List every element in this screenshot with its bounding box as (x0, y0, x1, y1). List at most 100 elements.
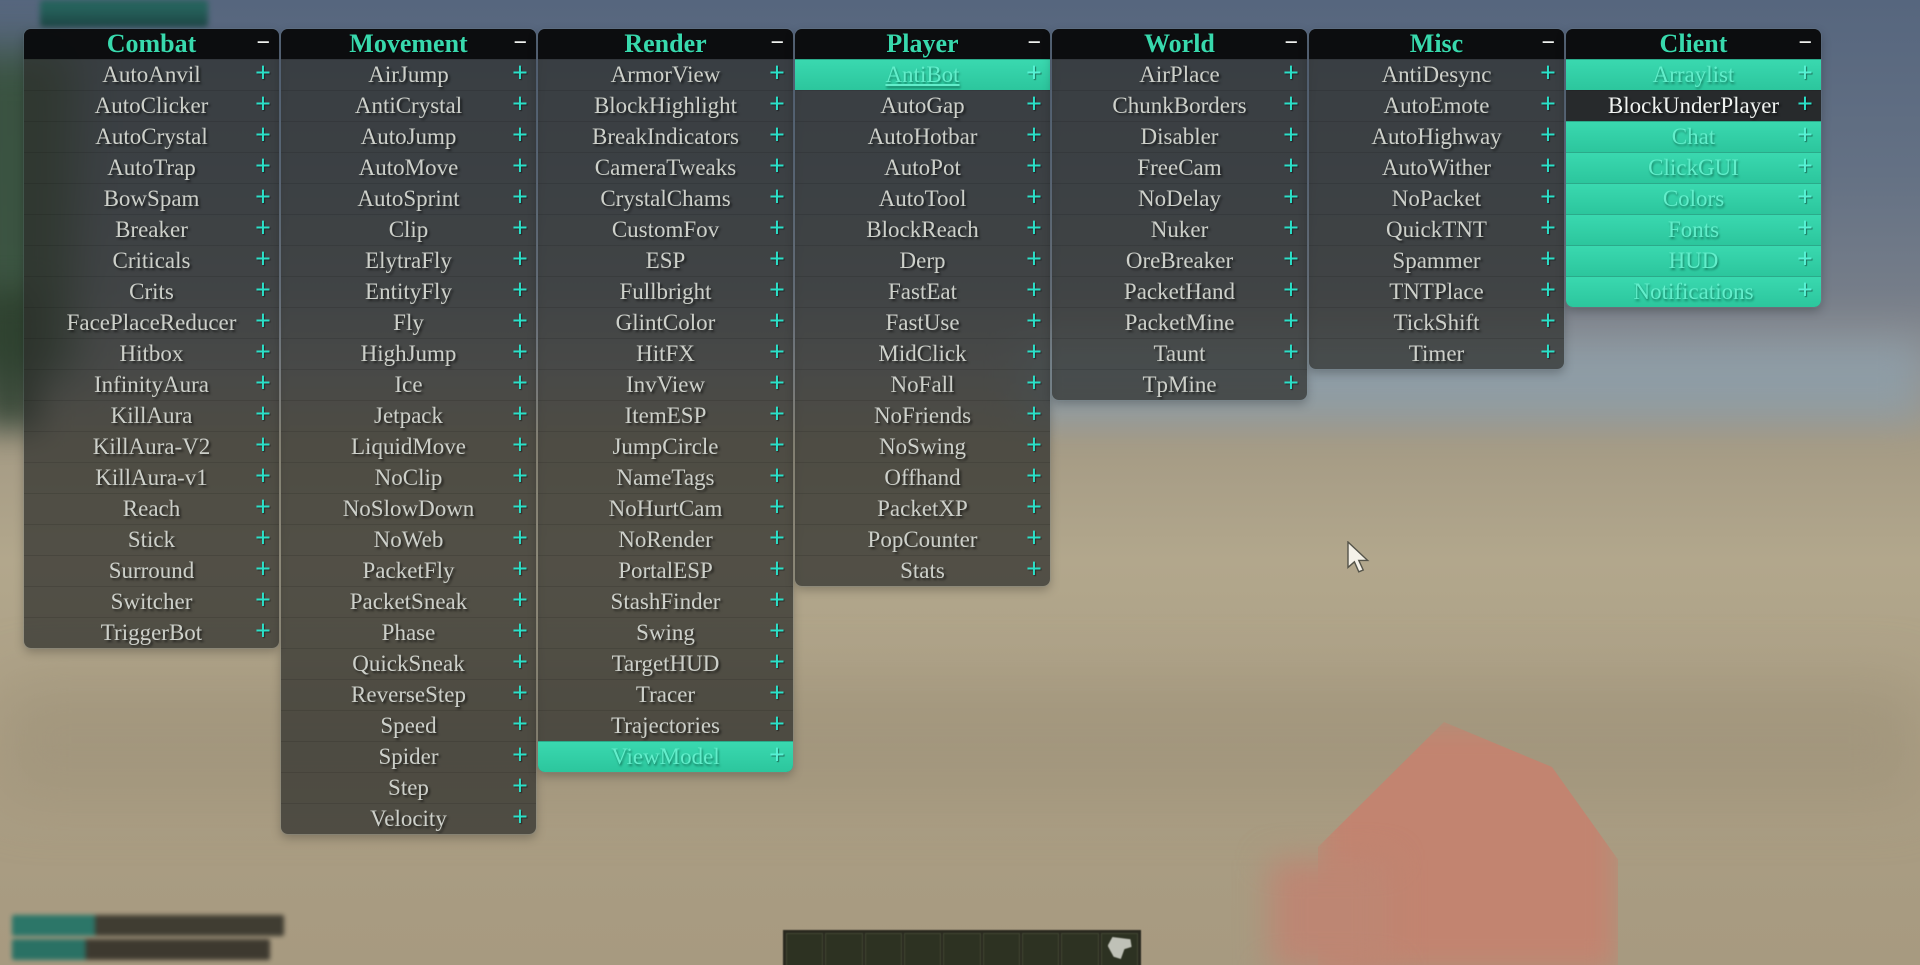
expand-plus-icon[interactable]: + (1026, 306, 1042, 337)
module-row-packetsneak[interactable]: PacketSneak + (281, 586, 536, 617)
expand-plus-icon[interactable]: + (255, 120, 271, 151)
expand-plus-icon[interactable]: + (255, 337, 271, 368)
expand-plus-icon[interactable]: + (255, 151, 271, 182)
expand-plus-icon[interactable]: + (769, 585, 785, 616)
module-row-quicktnt[interactable]: QuickTNT + (1309, 214, 1564, 245)
expand-plus-icon[interactable]: + (1283, 120, 1299, 151)
expand-plus-icon[interactable]: + (769, 213, 785, 244)
collapse-minus-icon[interactable]: − (256, 30, 270, 56)
module-row-crits[interactable]: Crits + (24, 276, 279, 307)
module-row-quicksneak[interactable]: QuickSneak + (281, 648, 536, 679)
module-row-autowither[interactable]: AutoWither + (1309, 152, 1564, 183)
module-row-entityfly[interactable]: EntityFly + (281, 276, 536, 307)
expand-plus-icon[interactable]: + (1540, 306, 1556, 337)
expand-plus-icon[interactable]: + (1026, 213, 1042, 244)
expand-plus-icon[interactable]: + (1026, 492, 1042, 523)
module-row-airplace[interactable]: AirPlace + (1052, 59, 1307, 90)
module-row-fastuse[interactable]: FastUse + (795, 307, 1050, 338)
module-row-reversestep[interactable]: ReverseStep + (281, 679, 536, 710)
expand-plus-icon[interactable]: + (1540, 337, 1556, 368)
expand-plus-icon[interactable]: + (1540, 58, 1556, 89)
module-row-blockhighlight[interactable]: BlockHighlight + (538, 90, 793, 121)
module-row-packetfly[interactable]: PacketFly + (281, 555, 536, 586)
expand-plus-icon[interactable]: + (769, 399, 785, 430)
module-row-autopot[interactable]: AutoPot + (795, 152, 1050, 183)
expand-plus-icon[interactable]: + (512, 399, 528, 430)
expand-plus-icon[interactable]: + (1283, 213, 1299, 244)
expand-plus-icon[interactable]: + (769, 275, 785, 306)
expand-plus-icon[interactable]: + (512, 120, 528, 151)
expand-plus-icon[interactable]: + (512, 740, 528, 771)
module-row-swing[interactable]: Swing + (538, 617, 793, 648)
module-row-faceplacereducer[interactable]: FacePlaceReducer + (24, 307, 279, 338)
module-row-switcher[interactable]: Switcher + (24, 586, 279, 617)
expand-plus-icon[interactable]: + (1797, 275, 1813, 306)
expand-plus-icon[interactable]: + (1283, 337, 1299, 368)
module-row-timer[interactable]: Timer + (1309, 338, 1564, 369)
module-row-elytrafly[interactable]: ElytraFly + (281, 245, 536, 276)
module-row-breaker[interactable]: Breaker + (24, 214, 279, 245)
expand-plus-icon[interactable]: + (1797, 182, 1813, 213)
module-row-highjump[interactable]: HighJump + (281, 338, 536, 369)
expand-plus-icon[interactable]: + (1540, 120, 1556, 151)
expand-plus-icon[interactable]: + (512, 275, 528, 306)
expand-plus-icon[interactable]: + (512, 430, 528, 461)
expand-plus-icon[interactable]: + (769, 678, 785, 709)
panel-header-misc[interactable]: Misc − (1309, 29, 1564, 59)
expand-plus-icon[interactable]: + (255, 461, 271, 492)
module-row-fullbright[interactable]: Fullbright + (538, 276, 793, 307)
expand-plus-icon[interactable]: + (1026, 89, 1042, 120)
expand-plus-icon[interactable]: + (255, 244, 271, 275)
expand-plus-icon[interactable]: + (255, 89, 271, 120)
expand-plus-icon[interactable]: + (1283, 89, 1299, 120)
expand-plus-icon[interactable]: + (769, 368, 785, 399)
expand-plus-icon[interactable]: + (1540, 213, 1556, 244)
expand-plus-icon[interactable]: + (512, 647, 528, 678)
module-row-killaura-v2[interactable]: KillAura-V2 + (24, 431, 279, 462)
module-row-killaura-v1[interactable]: KillAura-v1 + (24, 462, 279, 493)
module-row-antidesync[interactable]: AntiDesync + (1309, 59, 1564, 90)
module-row-clickgui[interactable]: ClickGUI + (1566, 152, 1821, 183)
module-row-autosprint[interactable]: AutoSprint + (281, 183, 536, 214)
expand-plus-icon[interactable]: + (769, 306, 785, 337)
expand-plus-icon[interactable]: + (255, 58, 271, 89)
collapse-minus-icon[interactable]: − (513, 30, 527, 56)
module-row-stick[interactable]: Stick + (24, 524, 279, 555)
module-row-nuker[interactable]: Nuker + (1052, 214, 1307, 245)
expand-plus-icon[interactable]: + (769, 492, 785, 523)
expand-plus-icon[interactable]: + (1026, 275, 1042, 306)
panel-header-movement[interactable]: Movement − (281, 29, 536, 59)
expand-plus-icon[interactable]: + (512, 802, 528, 833)
module-row-freecam[interactable]: FreeCam + (1052, 152, 1307, 183)
expand-plus-icon[interactable]: + (1026, 523, 1042, 554)
expand-plus-icon[interactable]: + (769, 58, 785, 89)
module-row-cameratweaks[interactable]: CameraTweaks + (538, 152, 793, 183)
expand-plus-icon[interactable]: + (512, 89, 528, 120)
module-row-spider[interactable]: Spider + (281, 741, 536, 772)
module-row-airjump[interactable]: AirJump + (281, 59, 536, 90)
expand-plus-icon[interactable]: + (1283, 244, 1299, 275)
module-row-noswing[interactable]: NoSwing + (795, 431, 1050, 462)
module-row-packetmine[interactable]: PacketMine + (1052, 307, 1307, 338)
module-row-noslowdown[interactable]: NoSlowDown + (281, 493, 536, 524)
expand-plus-icon[interactable]: + (769, 647, 785, 678)
collapse-minus-icon[interactable]: − (1798, 30, 1812, 56)
expand-plus-icon[interactable]: + (1797, 58, 1813, 89)
module-row-disabler[interactable]: Disabler + (1052, 121, 1307, 152)
module-row-packetxp[interactable]: PacketXP + (795, 493, 1050, 524)
expand-plus-icon[interactable]: + (1283, 151, 1299, 182)
module-row-reach[interactable]: Reach + (24, 493, 279, 524)
expand-plus-icon[interactable]: + (512, 337, 528, 368)
expand-plus-icon[interactable]: + (255, 585, 271, 616)
module-row-armorview[interactable]: ArmorView + (538, 59, 793, 90)
expand-plus-icon[interactable]: + (512, 492, 528, 523)
expand-plus-icon[interactable]: + (512, 213, 528, 244)
expand-plus-icon[interactable]: + (512, 554, 528, 585)
module-row-autotrap[interactable]: AutoTrap + (24, 152, 279, 183)
module-row-invview[interactable]: InvView + (538, 369, 793, 400)
expand-plus-icon[interactable]: + (1540, 275, 1556, 306)
module-row-tpmine[interactable]: TpMine + (1052, 369, 1307, 400)
expand-plus-icon[interactable]: + (255, 616, 271, 647)
module-row-criticals[interactable]: Criticals + (24, 245, 279, 276)
expand-plus-icon[interactable]: + (1026, 182, 1042, 213)
